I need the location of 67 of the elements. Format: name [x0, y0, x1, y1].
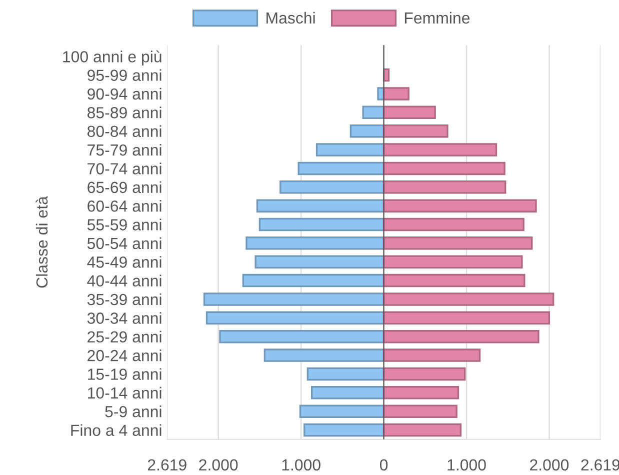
bar — [382, 404, 458, 418]
y-tick-label: 35-39 anni — [87, 293, 162, 306]
bar — [382, 124, 448, 138]
y-tick-label: 55-59 anni — [87, 218, 162, 230]
y-tick-label: 65-69 anni — [88, 181, 162, 194]
y-tick-label: 10-14 anni — [88, 386, 162, 399]
y-tick-label: 15-19 anni — [88, 368, 162, 380]
legend-label: Femmine — [404, 12, 470, 24]
bar — [382, 292, 554, 306]
x-tick-label: 1.000 — [282, 459, 320, 471]
bar — [219, 330, 385, 344]
bar — [246, 236, 385, 250]
y-tick-label: 85-89 anni — [87, 106, 162, 118]
y-tick-label: 20-24 anni — [88, 350, 162, 362]
bar — [316, 143, 385, 156]
legend-label: Maschi — [266, 12, 315, 24]
x-tick-label: 2.619 — [148, 459, 186, 471]
y-tick-label: 40-44 anni — [87, 274, 162, 286]
bar — [206, 311, 385, 325]
y-tick-label: 90-94 anni — [88, 88, 162, 100]
bar — [382, 311, 550, 325]
bar — [304, 423, 385, 437]
x-tick-label: 2.000 — [199, 459, 238, 471]
y-tick-label: 30-34 anni — [87, 312, 162, 324]
bar — [382, 236, 533, 250]
bar — [382, 348, 481, 362]
bar — [382, 162, 506, 176]
y-tick-label: 95-99 anni — [88, 69, 162, 81]
bar — [382, 255, 523, 268]
y-tick-label: Fino a 4 anni — [71, 424, 162, 436]
bar — [256, 199, 385, 212]
bar — [350, 124, 385, 138]
y-tick-label: 45-49 anni — [87, 256, 162, 268]
y-tick-label: 70-74 anni — [88, 162, 162, 174]
bar — [298, 162, 385, 176]
bar — [306, 367, 385, 381]
bar — [362, 106, 385, 120]
y-tick-label: 80-84 anni — [87, 125, 162, 138]
y-tick-label: 75-79 anni — [88, 144, 162, 156]
bar — [299, 404, 385, 418]
y-tick-label: 60-64 anni — [88, 200, 162, 212]
x-tick-label: 0 — [380, 459, 388, 471]
y-tick-label: 25-29 anni — [88, 330, 162, 343]
bar — [382, 87, 410, 100]
bar — [310, 386, 385, 400]
bar — [382, 106, 436, 120]
bar — [382, 199, 537, 212]
bar — [264, 348, 385, 362]
bar — [280, 180, 385, 194]
bar — [382, 180, 506, 194]
bar — [254, 255, 385, 268]
bar — [203, 292, 385, 306]
y-tick-label: 5-9 anni — [105, 406, 162, 418]
x-tick-label: 2.000 — [530, 459, 569, 471]
bar — [382, 274, 526, 288]
bar — [382, 367, 466, 381]
bar — [382, 423, 462, 437]
bar — [242, 274, 385, 288]
bar — [382, 330, 540, 344]
y-tick-label: 100 anni e più — [63, 50, 162, 66]
bar — [382, 143, 498, 156]
bar — [258, 218, 385, 232]
bar — [382, 218, 524, 232]
x-tick-label: 1.000 — [448, 459, 486, 471]
y-tick-label: 50-54 anni — [87, 237, 162, 250]
y-axis-title: Classe di età — [36, 196, 48, 288]
bar — [382, 386, 460, 400]
